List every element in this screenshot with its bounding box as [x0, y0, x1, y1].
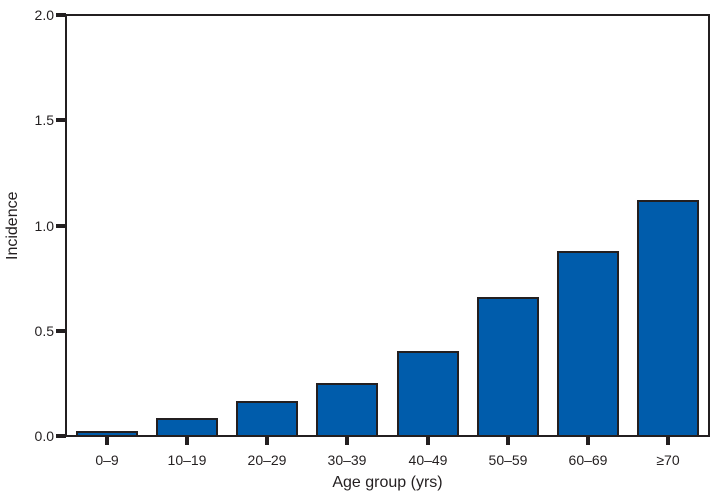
y-tick-label: 2.0: [34, 7, 54, 23]
x-tick-label: 50–59: [488, 452, 528, 468]
bar-≥70: [637, 200, 699, 435]
x-tick-40–49: [426, 437, 430, 445]
x-tick-label: 60–69: [568, 452, 608, 468]
plot-area: [65, 14, 710, 437]
y-tick-0.5: [56, 329, 66, 333]
x-tick-label: 0–9: [95, 452, 119, 468]
y-tick-2.0: [56, 13, 66, 17]
x-axis-title: Age group (yrs): [332, 474, 443, 491]
x-tick-10–19: [185, 437, 189, 445]
bar-30–39: [316, 383, 378, 435]
y-tick-0.0: [56, 434, 66, 438]
x-tick-label: 40–49: [408, 452, 448, 468]
bar-0–9: [76, 431, 138, 435]
x-tick-20–29: [265, 437, 269, 445]
y-tick-label: 0.5: [34, 323, 54, 339]
x-tick-label: 20–29: [247, 452, 287, 468]
y-tick-1.0: [56, 224, 66, 228]
x-tick-50–59: [506, 437, 510, 445]
x-tick-≥70: [666, 437, 670, 445]
x-tick-label: 30–39: [327, 452, 367, 468]
bar-10–19: [156, 418, 218, 435]
x-tick-30–39: [345, 437, 349, 445]
bar-50–59: [477, 297, 539, 435]
bar-40–49: [397, 351, 459, 435]
y-tick-1.5: [56, 118, 66, 122]
y-tick-label: 1.5: [34, 112, 54, 128]
x-tick-60–69: [586, 437, 590, 445]
x-tick-label: ≥70: [656, 452, 680, 468]
y-tick-label: 1.0: [34, 218, 54, 234]
y-tick-label: 0.0: [34, 428, 54, 444]
bar-60–69: [557, 251, 619, 435]
bar-20–29: [236, 401, 298, 435]
x-tick-label: 10–19: [167, 452, 207, 468]
x-tick-0–9: [105, 437, 109, 445]
